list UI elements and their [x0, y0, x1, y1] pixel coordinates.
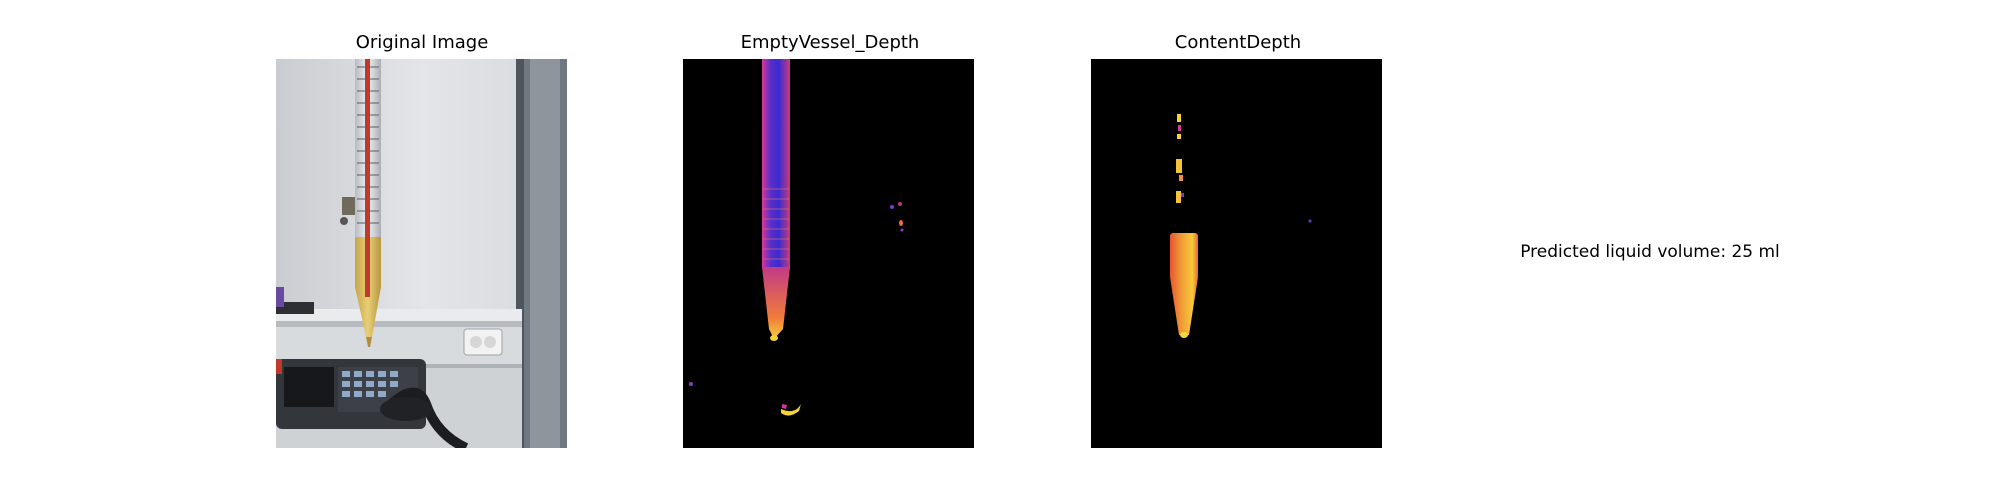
content-depth-panel — [1091, 59, 1382, 448]
panel-title-content-depth: ContentDepth — [1174, 32, 1302, 53]
empty-vessel-depth-panel — [683, 59, 974, 448]
panel-title-original-image: Original Image — [355, 32, 489, 53]
content-depth-map — [1091, 59, 1382, 448]
predicted-volume-text: Predicted liquid volume: 25 ml — [1520, 242, 1780, 262]
original-photo — [276, 59, 567, 448]
empty-vessel-depth-map — [683, 59, 974, 448]
original-image-panel — [276, 59, 567, 448]
panel-title-empty-vessel-depth: EmptyVessel_Depth — [740, 32, 920, 53]
